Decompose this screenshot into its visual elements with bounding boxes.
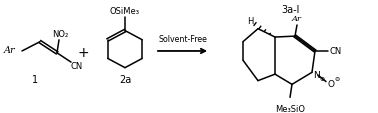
Text: ⊖: ⊖ — [335, 77, 339, 82]
Text: H: H — [247, 17, 253, 26]
Text: ⊕: ⊕ — [319, 77, 325, 82]
Text: O: O — [327, 79, 335, 88]
Text: 3a-l: 3a-l — [281, 5, 299, 15]
Text: CN: CN — [71, 62, 83, 71]
Text: NO₂: NO₂ — [52, 30, 68, 39]
Text: Ar: Ar — [292, 15, 302, 23]
Text: OSiMe₃: OSiMe₃ — [110, 7, 140, 15]
Text: N: N — [313, 70, 319, 79]
Text: 1: 1 — [32, 74, 38, 84]
Text: 2a: 2a — [119, 74, 131, 84]
Text: +: + — [77, 46, 89, 59]
Text: Solvent-Free: Solvent-Free — [158, 34, 207, 43]
Text: Me₃SiO: Me₃SiO — [275, 104, 305, 113]
Text: CN: CN — [330, 47, 342, 56]
Text: Ar: Ar — [4, 45, 16, 54]
